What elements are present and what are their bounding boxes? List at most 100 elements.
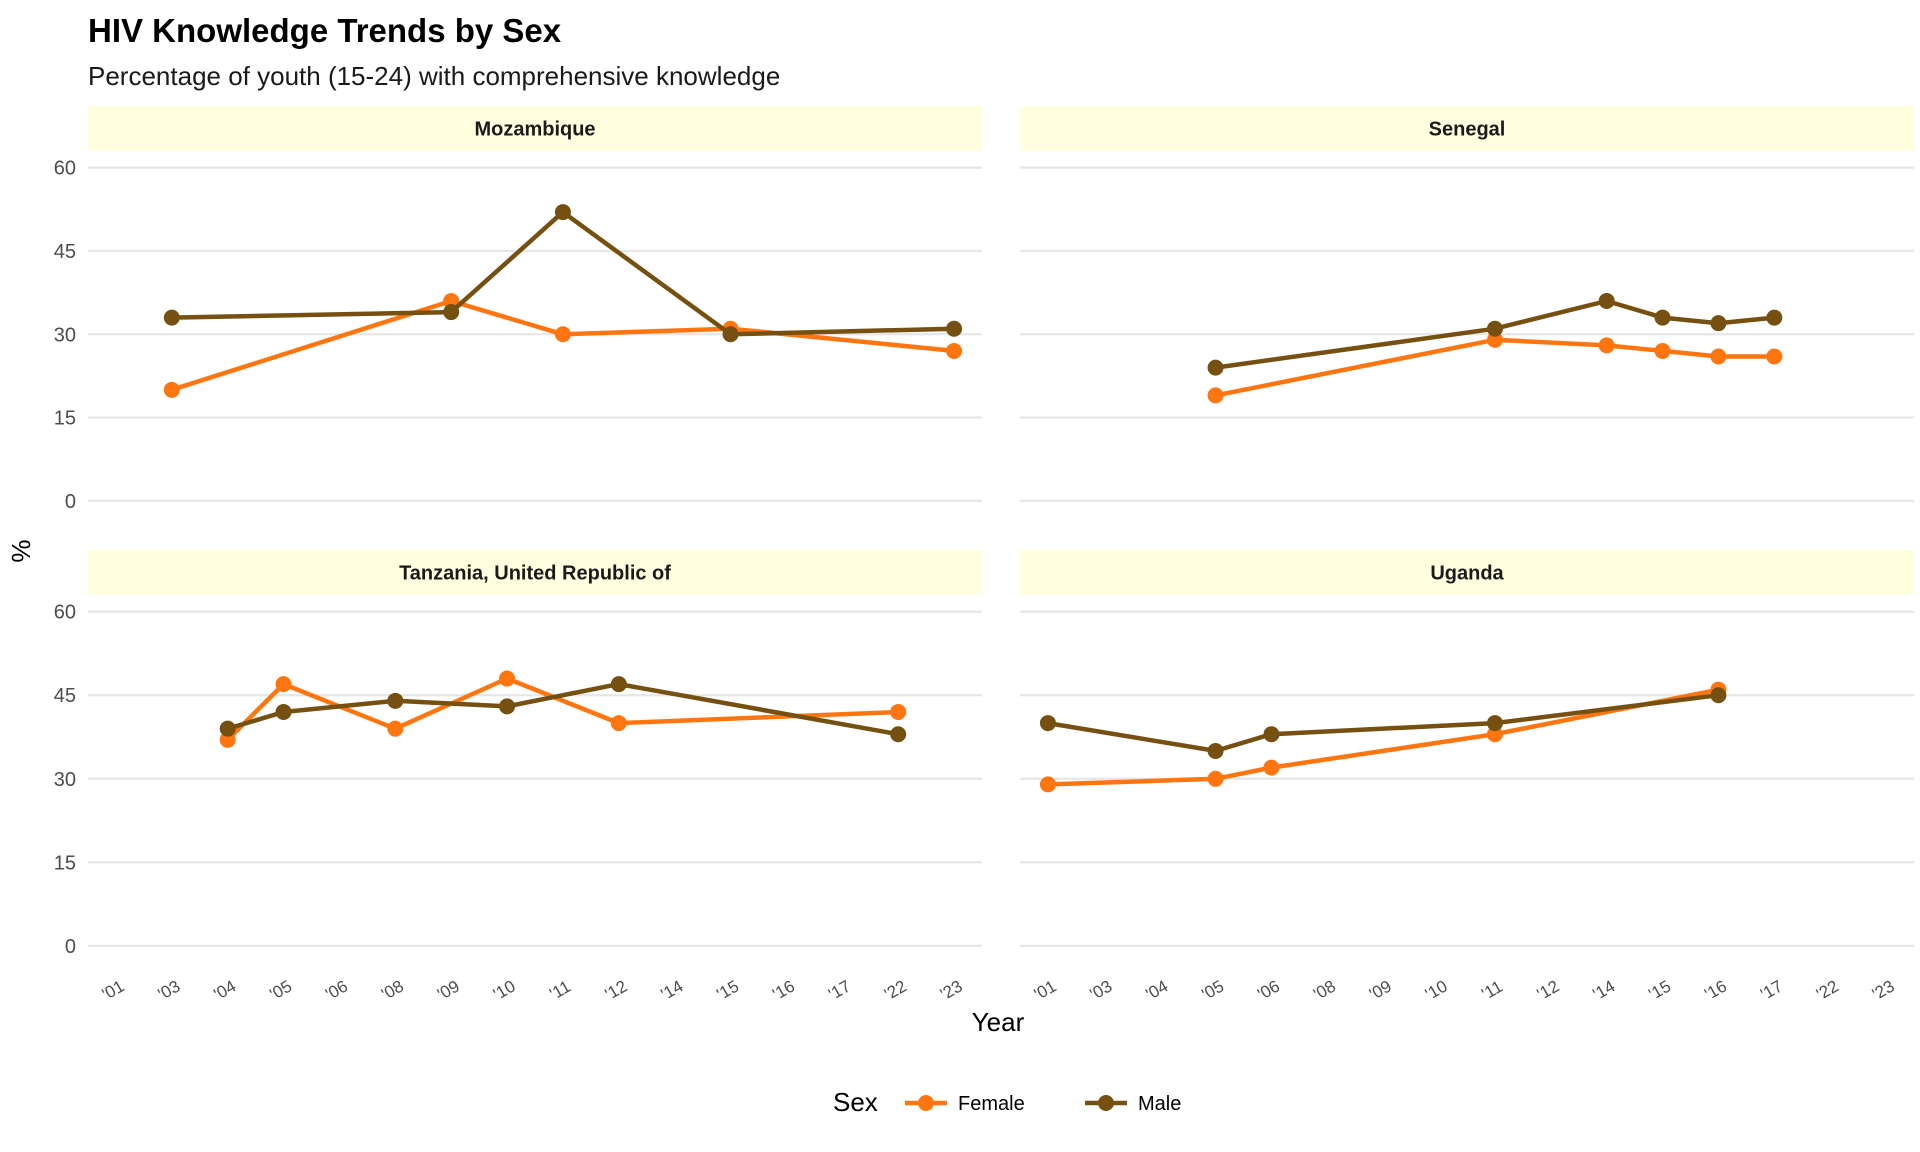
series-line-female bbox=[1215, 337, 1775, 398]
data-point-male bbox=[890, 726, 907, 743]
data-point-male bbox=[554, 204, 571, 221]
data-point-female bbox=[499, 670, 516, 687]
data-point-male bbox=[1710, 315, 1727, 332]
x-tick-label: '09 bbox=[1366, 976, 1395, 1004]
y-tick-label: 0 bbox=[65, 936, 76, 958]
data-point-male bbox=[1766, 309, 1783, 326]
x-tick-label: '05 bbox=[266, 976, 295, 1004]
y-tick-label: 15 bbox=[54, 852, 76, 874]
x-tick-label: '11 bbox=[546, 977, 574, 1004]
x-tick-label: '10 bbox=[490, 976, 519, 1004]
x-tick-label: '22 bbox=[1813, 976, 1842, 1004]
y-tick-label: 0 bbox=[65, 491, 76, 513]
data-point-male bbox=[1039, 715, 1056, 732]
x-tick-label: '05 bbox=[1198, 976, 1227, 1004]
legend-label: Female bbox=[958, 1093, 1025, 1115]
series-line-male bbox=[1215, 298, 1775, 370]
data-point-male bbox=[1263, 726, 1280, 743]
x-axis-title: Year bbox=[972, 1007, 1025, 1037]
x-tick-label: '17 bbox=[825, 976, 854, 1004]
panel-4: Uganda '01 '03 '04 '05 '06 '08 '09 '10 '11 '12 '14 '… bbox=[1020, 550, 1914, 1004]
data-point-female bbox=[1207, 387, 1224, 404]
facet-strip bbox=[88, 106, 982, 151]
y-tick-label: 30 bbox=[54, 769, 76, 791]
x-tick-label: '06 bbox=[322, 976, 351, 1004]
x-tick-label: '16 bbox=[769, 976, 798, 1004]
data-point-male bbox=[722, 326, 739, 343]
x-tick-label: '14 bbox=[658, 976, 687, 1004]
data-point-male bbox=[163, 309, 180, 326]
data-point-male bbox=[1207, 359, 1224, 376]
x-tick-label: '10 bbox=[1422, 976, 1451, 1004]
panel-1: Mozambique 0 15 30 45 60 bbox=[54, 106, 982, 513]
data-point-female bbox=[1263, 759, 1280, 776]
x-tick-label: '09 bbox=[434, 976, 463, 1004]
y-tick-label: 60 bbox=[54, 158, 76, 180]
data-point-male bbox=[610, 676, 627, 693]
legend-title: Sex bbox=[833, 1087, 878, 1117]
data-point-male bbox=[387, 692, 404, 709]
data-point-male bbox=[1710, 687, 1727, 704]
x-tick-label: '03 bbox=[155, 976, 184, 1004]
data-point-male bbox=[275, 703, 292, 720]
x-tick-label: '06 bbox=[1254, 976, 1283, 1004]
y-tick-label: 60 bbox=[54, 602, 76, 624]
x-tick-label: '15 bbox=[1645, 976, 1674, 1004]
data-point-female bbox=[1598, 337, 1615, 354]
x-tick-label: '08 bbox=[378, 976, 407, 1004]
data-point-female bbox=[1039, 776, 1056, 793]
facet-strip bbox=[1020, 106, 1914, 151]
chart-title: HIV Knowledge Trends by Sex bbox=[88, 12, 562, 49]
x-tick-label: '08 bbox=[1310, 976, 1339, 1004]
data-point-female bbox=[1766, 348, 1783, 365]
data-point-female bbox=[219, 731, 236, 748]
facet-strip bbox=[1020, 550, 1914, 595]
series-line-male bbox=[1047, 692, 1719, 754]
facet-label: Tanzania, United Republic of bbox=[399, 563, 671, 585]
x-tick-label: '12 bbox=[602, 976, 631, 1004]
x-tick-label: '22 bbox=[881, 976, 910, 1004]
data-point-male bbox=[1486, 320, 1503, 337]
legend-key-point bbox=[1098, 1095, 1114, 1111]
x-tick-label: '15 bbox=[713, 976, 742, 1004]
data-point-female bbox=[163, 381, 180, 398]
x-tick-label: '04 bbox=[1143, 976, 1172, 1004]
data-point-male bbox=[1654, 309, 1671, 326]
series-line-male bbox=[227, 681, 899, 737]
data-point-male bbox=[1207, 742, 1224, 759]
data-point-male bbox=[499, 698, 516, 715]
x-tick-label: '14 bbox=[1590, 976, 1619, 1004]
data-point-female bbox=[1486, 726, 1503, 743]
data-point-female bbox=[1486, 331, 1503, 348]
y-tick-label: 15 bbox=[54, 408, 76, 430]
y-tick-label: 45 bbox=[54, 241, 76, 263]
series-line-female bbox=[1047, 687, 1719, 787]
data-point-male bbox=[1486, 715, 1503, 732]
panel-2: Senegal bbox=[1020, 106, 1914, 502]
y-tick-label: 30 bbox=[54, 324, 76, 346]
x-tick-label: '12 bbox=[1534, 976, 1563, 1004]
data-point-male bbox=[443, 304, 460, 321]
data-point-female bbox=[946, 342, 963, 359]
data-point-female bbox=[610, 715, 627, 732]
data-point-female bbox=[1654, 342, 1671, 359]
x-tick-label: '16 bbox=[1701, 976, 1730, 1004]
data-point-female bbox=[443, 292, 460, 309]
legend-key-point bbox=[918, 1095, 934, 1111]
x-tick-label: '01 bbox=[99, 976, 128, 1004]
data-point-male bbox=[219, 720, 236, 737]
data-point-female bbox=[275, 676, 292, 693]
legend: Sex Female Male bbox=[833, 1087, 1181, 1117]
panel-3: Tanzania, United Republic of 0 15 30 45 60 '01… bbox=[54, 550, 982, 1004]
data-point-female bbox=[890, 703, 907, 720]
legend-label: Male bbox=[1138, 1093, 1181, 1115]
facet-label: Mozambique bbox=[474, 119, 595, 141]
data-point-female bbox=[387, 720, 404, 737]
x-tick-label: '03 bbox=[1087, 976, 1116, 1004]
facet-label: Senegal bbox=[1429, 119, 1506, 141]
x-tick-label: '11 bbox=[1478, 977, 1506, 1004]
x-tick-label: '04 bbox=[211, 976, 240, 1004]
data-point-female bbox=[1710, 348, 1727, 365]
data-point-male bbox=[1598, 292, 1615, 309]
